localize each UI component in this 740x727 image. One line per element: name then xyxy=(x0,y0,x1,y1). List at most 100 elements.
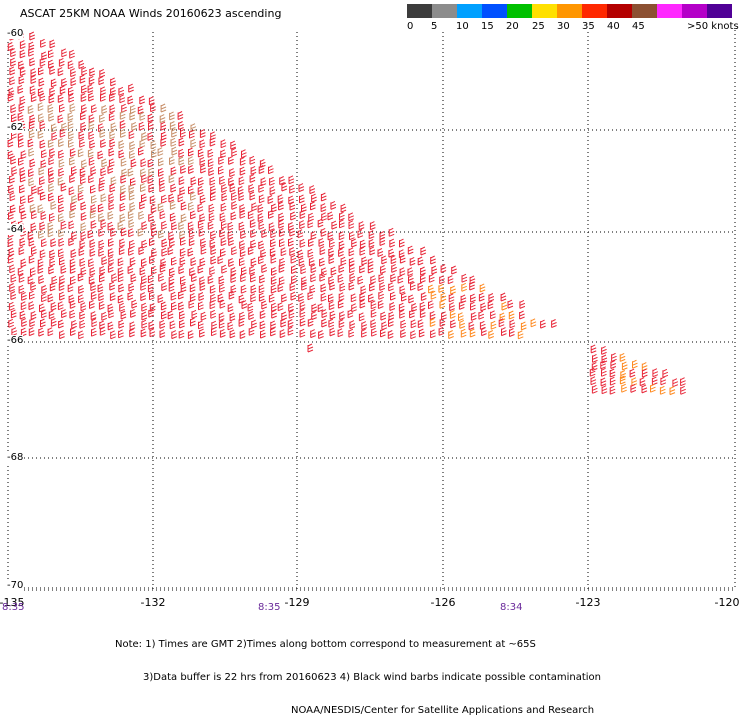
wind-barb xyxy=(60,264,67,274)
wind-barb xyxy=(632,359,638,369)
wind-barb xyxy=(228,237,234,246)
wind-barb xyxy=(290,211,296,221)
wind-barb xyxy=(210,192,216,202)
wind-barb xyxy=(258,165,265,174)
wind-barb xyxy=(58,167,64,177)
wind-barb xyxy=(97,283,104,293)
wind-barb xyxy=(118,149,125,159)
wind-barb xyxy=(197,148,204,158)
wind-barb xyxy=(150,204,157,214)
wind-barb xyxy=(449,309,456,319)
wind-barb xyxy=(281,293,287,303)
wind-barb xyxy=(28,120,35,130)
wind-barb xyxy=(409,309,415,319)
wind-barb xyxy=(89,267,96,276)
wind-barb xyxy=(61,309,67,319)
wind-barb xyxy=(438,326,445,336)
wind-barb xyxy=(88,174,94,184)
wind-barb xyxy=(30,310,37,320)
wind-barb xyxy=(298,257,305,267)
wind-barb xyxy=(140,328,147,338)
wind-barb xyxy=(81,66,87,76)
wind-barb xyxy=(299,210,306,219)
wind-barb xyxy=(188,147,194,157)
wind-barb xyxy=(308,238,314,247)
wind-barb xyxy=(348,257,355,267)
wind-barb xyxy=(450,285,456,295)
wind-barb xyxy=(178,290,184,300)
wind-barb xyxy=(277,302,284,312)
wind-barb xyxy=(117,221,124,231)
wind-barb xyxy=(138,121,145,131)
wind-barb xyxy=(448,293,455,303)
wind-barb xyxy=(320,192,327,202)
wind-barb xyxy=(458,312,464,322)
wind-barb xyxy=(29,158,36,168)
wind-barb xyxy=(108,201,115,211)
wind-barb xyxy=(239,209,246,219)
wind-barb xyxy=(239,248,246,258)
wind-barb xyxy=(178,301,184,311)
wind-barb xyxy=(260,177,267,187)
wind-barb xyxy=(58,203,64,213)
wind-barb xyxy=(68,220,75,230)
wind-barb xyxy=(19,237,26,247)
wind-barb xyxy=(230,211,237,221)
wind-barb xyxy=(519,310,525,320)
wind-barb xyxy=(310,273,316,283)
wind-barb xyxy=(79,310,85,320)
wind-barb xyxy=(379,237,386,246)
wind-barb xyxy=(419,301,426,311)
wind-barb xyxy=(41,293,47,303)
wind-barb xyxy=(210,185,216,195)
wind-barb xyxy=(41,285,47,294)
wind-barb xyxy=(20,150,27,160)
wind-barb xyxy=(157,147,164,157)
wind-barb xyxy=(299,308,306,318)
scale-swatch xyxy=(432,4,457,18)
wind-barb xyxy=(248,326,255,336)
wind-barb xyxy=(188,299,195,309)
wind-barb xyxy=(151,149,157,159)
wind-barb xyxy=(20,301,27,311)
wind-barb xyxy=(209,300,216,310)
wind-barb xyxy=(148,212,154,222)
wind-barb xyxy=(348,247,355,257)
wind-barb xyxy=(80,211,87,221)
wind-barb xyxy=(210,230,216,240)
wind-barb xyxy=(127,210,134,220)
wind-barb xyxy=(210,246,217,255)
wind-barb xyxy=(207,148,214,158)
wind-barb xyxy=(119,94,126,104)
wind-barb xyxy=(57,114,64,124)
wind-barb xyxy=(317,218,324,228)
wind-barb xyxy=(160,103,167,113)
scale-label: 5 xyxy=(431,21,438,32)
page-title: ASCAT 25KM NOAA Winds 20160623 ascending xyxy=(20,7,282,20)
wind-barb xyxy=(460,294,467,304)
wind-barb xyxy=(228,155,234,165)
wind-barb xyxy=(9,76,15,86)
wind-barb xyxy=(221,183,227,193)
wind-barb xyxy=(69,264,76,274)
wind-barb xyxy=(140,158,147,168)
wind-barb xyxy=(238,221,245,231)
wind-barb xyxy=(287,319,294,328)
wind-barb xyxy=(91,318,98,328)
wind-barb xyxy=(611,352,617,362)
wind-barb xyxy=(258,292,265,302)
wind-barb xyxy=(159,183,165,193)
wind-barb xyxy=(601,385,608,395)
wind-barb xyxy=(139,200,145,210)
wind-barb xyxy=(169,111,175,121)
wind-barb xyxy=(220,149,226,159)
wind-barb xyxy=(501,327,507,337)
lat-label-60: -60 xyxy=(7,28,24,39)
wind-barb xyxy=(49,249,55,259)
wind-barb xyxy=(108,193,115,203)
wind-barb xyxy=(49,257,56,267)
wind-barb xyxy=(369,221,376,231)
wind-barb xyxy=(430,290,437,300)
wind-barb xyxy=(49,148,55,157)
wind-barb xyxy=(431,265,438,275)
